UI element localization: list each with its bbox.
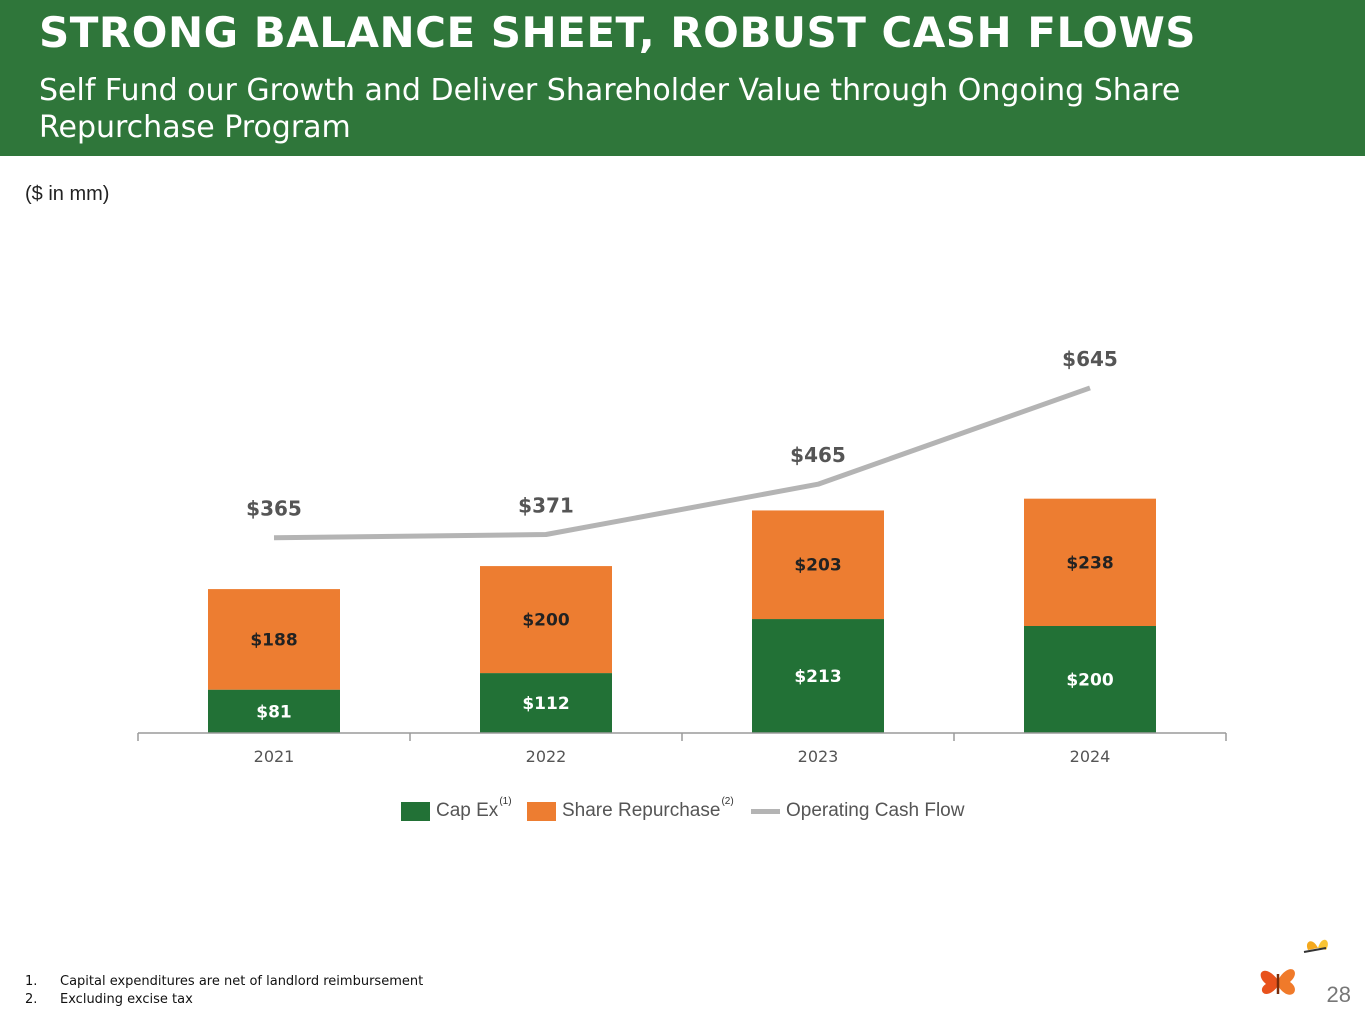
legend-item-operating-cash-flow: Operating Cash Flow xyxy=(751,800,964,822)
footnote-2: 2. Excluding excise tax xyxy=(25,991,193,1007)
bar-capex-2024 xyxy=(1024,626,1156,733)
legend-footnote-share-repurchase: (2) xyxy=(721,795,734,807)
data-label-operating-cash-flow-2021: $365 xyxy=(246,497,302,521)
data-label-share-repurchase-2021: $188 xyxy=(250,630,297,650)
legend-swatch-capex xyxy=(401,801,430,821)
bar-share-repurchase-2021 xyxy=(208,589,340,690)
page-subtitle: Self Fund our Growth and Deliver Shareho… xyxy=(39,73,1181,145)
data-label-share-repurchase-2023: $203 xyxy=(794,556,841,576)
data-label-operating-cash-flow-2023: $465 xyxy=(790,443,846,467)
legend-item-share-repurchase: Share Repurchase (2) xyxy=(527,796,734,822)
stacked-bar-chart: $81 $188 $112 $200 $213 $203 $200 $238 2021 2022 2… xyxy=(137,347,1227,766)
bar-capex-2023 xyxy=(752,619,884,733)
data-label-share-repurchase-2022: $200 xyxy=(522,611,569,631)
page-title: STRONG BALANCE SHEET, ROBUST CASH FLOWS xyxy=(39,8,1197,57)
x-tick-label-2022: 2022 xyxy=(526,747,567,766)
data-label-share-repurchase-2024: $238 xyxy=(1066,553,1113,573)
footnote-1: 1. Capital expenditures are net of landl… xyxy=(25,973,424,989)
data-label-capex-2022: $112 xyxy=(522,694,569,714)
footnotes: 1. Capital expenditures are net of landl… xyxy=(25,972,423,1008)
data-label-capex-2021: $81 xyxy=(256,702,292,722)
legend-label-capex: Cap Ex xyxy=(436,800,499,821)
chart-legend: Cap Ex (1) Share Repurchase (2) Operatin… xyxy=(0,796,1365,830)
line-operating-cash-flow xyxy=(273,385,1091,541)
legend-label-share-repurchase: Share Repurchase xyxy=(562,800,721,821)
legend-swatch-share-repurchase xyxy=(527,801,556,821)
x-tick-label-2024: 2024 xyxy=(1070,747,1111,766)
bar-capex-2021 xyxy=(208,689,340,733)
bar-capex-2022 xyxy=(480,673,612,733)
legend-item-capex: Cap Ex (1) xyxy=(401,796,512,822)
bar-share-repurchase-2024 xyxy=(1024,498,1156,626)
data-label-capex-2023: $213 xyxy=(794,667,841,687)
legend-label-operating-cash-flow: Operating Cash Flow xyxy=(786,800,965,821)
page-number: 28 xyxy=(1326,982,1351,1007)
bar-share-repurchase-2022 xyxy=(480,566,612,674)
data-label-capex-2024: $200 xyxy=(1066,671,1113,691)
data-label-operating-cash-flow-2022: $371 xyxy=(518,494,574,518)
legend-footnote-capex: (1) xyxy=(499,795,512,807)
x-tick-label-2021: 2021 xyxy=(254,747,295,766)
bar-share-repurchase-2023 xyxy=(752,510,884,620)
butterfly-logo-icon xyxy=(1260,939,1328,995)
x-tick-label-2023: 2023 xyxy=(798,747,839,766)
units-label: ($ in mm) xyxy=(25,183,110,205)
header-banner: STRONG BALANCE SHEET, ROBUST CASH FLOWS … xyxy=(0,0,1365,156)
legend-swatch-operating-cash-flow xyxy=(751,808,780,814)
data-label-operating-cash-flow-2024: $645 xyxy=(1062,347,1118,371)
